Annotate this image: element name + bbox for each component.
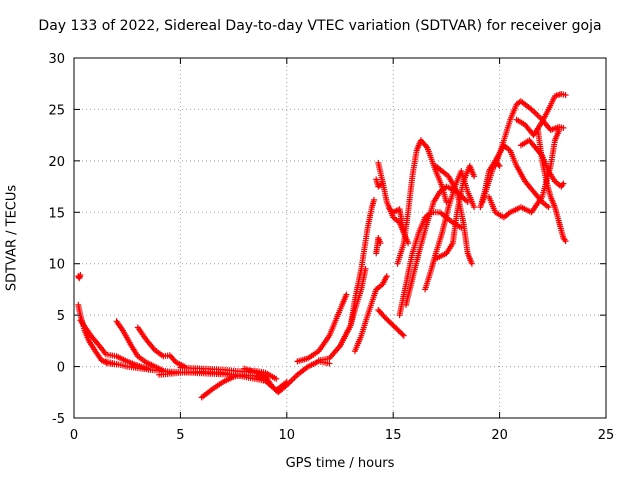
- plot-frame: [73, 57, 607, 419]
- data-point-marker: [471, 173, 478, 180]
- y-axis-label: SDTVAR / TECUs: [4, 184, 20, 292]
- data-points: [75, 91, 569, 401]
- y-tick-label: 30: [48, 52, 65, 67]
- data-point-marker: [443, 199, 450, 205]
- data-point-marker: [496, 163, 503, 169]
- data-point-marker: [400, 332, 407, 339]
- data-point-marker: [495, 161, 502, 168]
- data-point-marker: [377, 240, 384, 247]
- y-tick-label: 25: [48, 103, 65, 118]
- data-point-marker: [273, 375, 280, 382]
- data-point-marker: [560, 180, 567, 187]
- data-point-marker: [241, 371, 248, 378]
- x-tick-label: 0: [70, 428, 78, 443]
- y-tick-label: 5: [57, 309, 65, 324]
- axis-ticks: 0 5 10 15 20 25 -5 0 5 10 15 20 25 30: [48, 52, 614, 443]
- data-point-marker: [371, 196, 377, 203]
- data-point-marker: [383, 273, 390, 280]
- grid-lines: [74, 58, 606, 418]
- data-point-marker: [471, 204, 478, 211]
- y-tick-label: -5: [52, 412, 65, 427]
- y-tick-label: 0: [57, 361, 65, 376]
- data-point-marker: [545, 204, 552, 211]
- data-point-marker: [468, 260, 475, 267]
- y-tick-label: 15: [48, 206, 65, 221]
- chart-title: Day 133 of 2022, Sidereal Day-to-day VTE…: [38, 18, 602, 34]
- x-tick-label: 15: [385, 428, 402, 443]
- data-point-marker: [399, 331, 406, 338]
- data-point-marker: [458, 224, 465, 231]
- x-axis-label: GPS time / hours: [285, 456, 395, 471]
- x-tick-label: 5: [176, 428, 184, 443]
- data-point-marker: [562, 92, 569, 98]
- data-point-marker: [379, 180, 386, 187]
- data-point-marker: [560, 124, 567, 131]
- y-tick-label: 20: [48, 155, 65, 170]
- data-point-marker: [326, 360, 333, 367]
- x-tick-label: 10: [279, 428, 296, 443]
- data-point-marker: [343, 291, 350, 298]
- x-tick-label: 25: [598, 428, 615, 443]
- data-point-marker: [77, 272, 84, 278]
- x-tick-label: 20: [491, 428, 508, 443]
- y-tick-label: 10: [48, 258, 65, 273]
- data-point-marker: [562, 238, 569, 245]
